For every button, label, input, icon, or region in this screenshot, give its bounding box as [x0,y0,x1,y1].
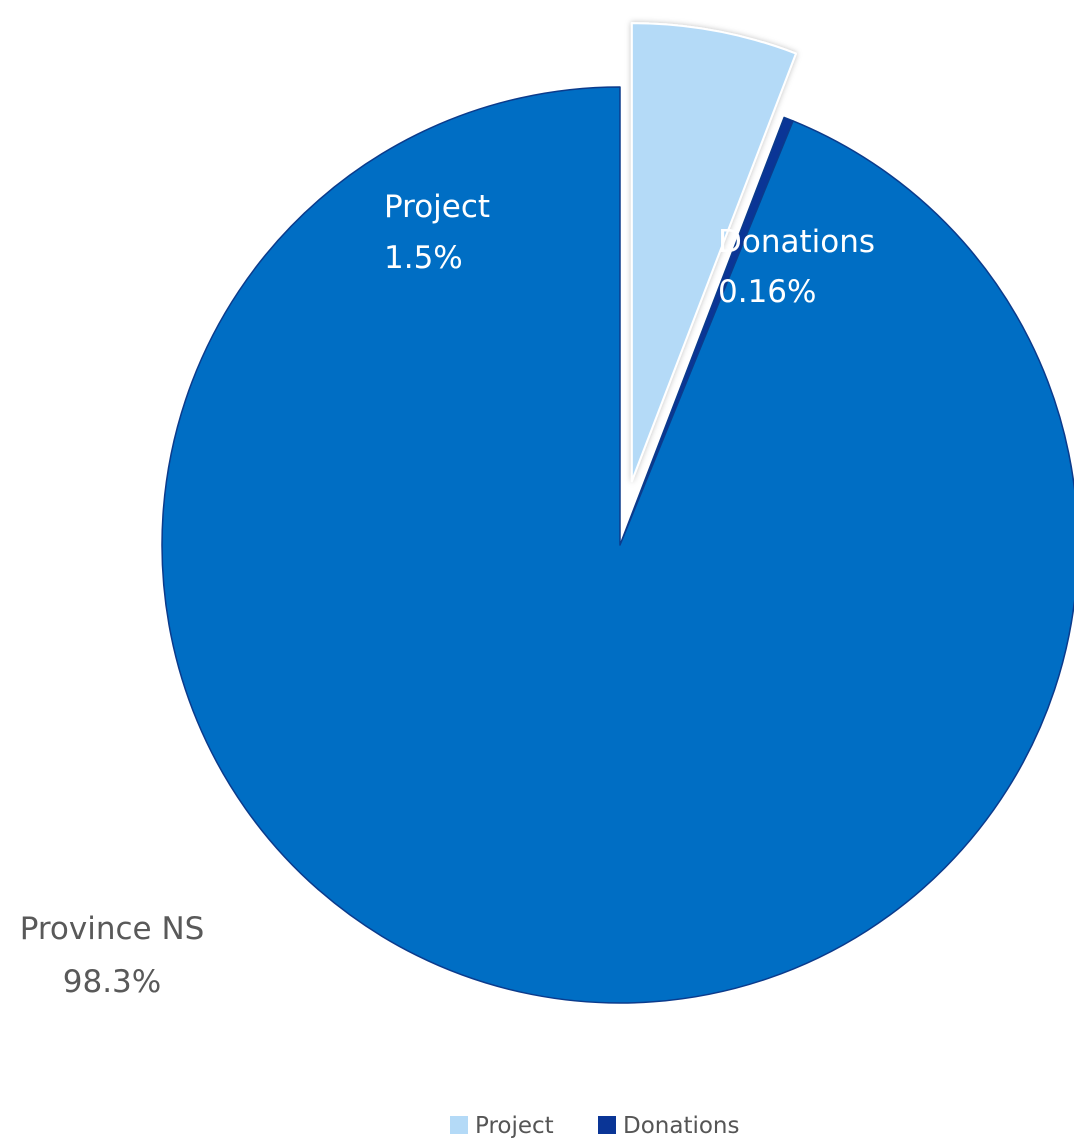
label-province-name: Province NS [20,911,205,947]
data-labels: Project 1.5% Donations 0.16% Province NS… [20,189,875,1000]
pie-slice-project [630,22,797,483]
legend-label-project: Project [475,1113,554,1139]
label-donations-name: Donations [718,224,875,260]
pie-slices [161,22,1074,1004]
legend: Project Donations [450,1113,740,1139]
legend-swatch-donations [598,1116,616,1134]
legend-label-donations: Donations [623,1113,740,1139]
label-project-name: Project [384,189,490,225]
label-project-value: 1.5% [384,240,463,276]
label-province-value: 98.3% [63,964,161,1000]
legend-swatch-project [450,1116,468,1134]
pie-slice-province-ns [161,86,1074,1004]
label-donations-value: 0.16% [718,274,816,310]
